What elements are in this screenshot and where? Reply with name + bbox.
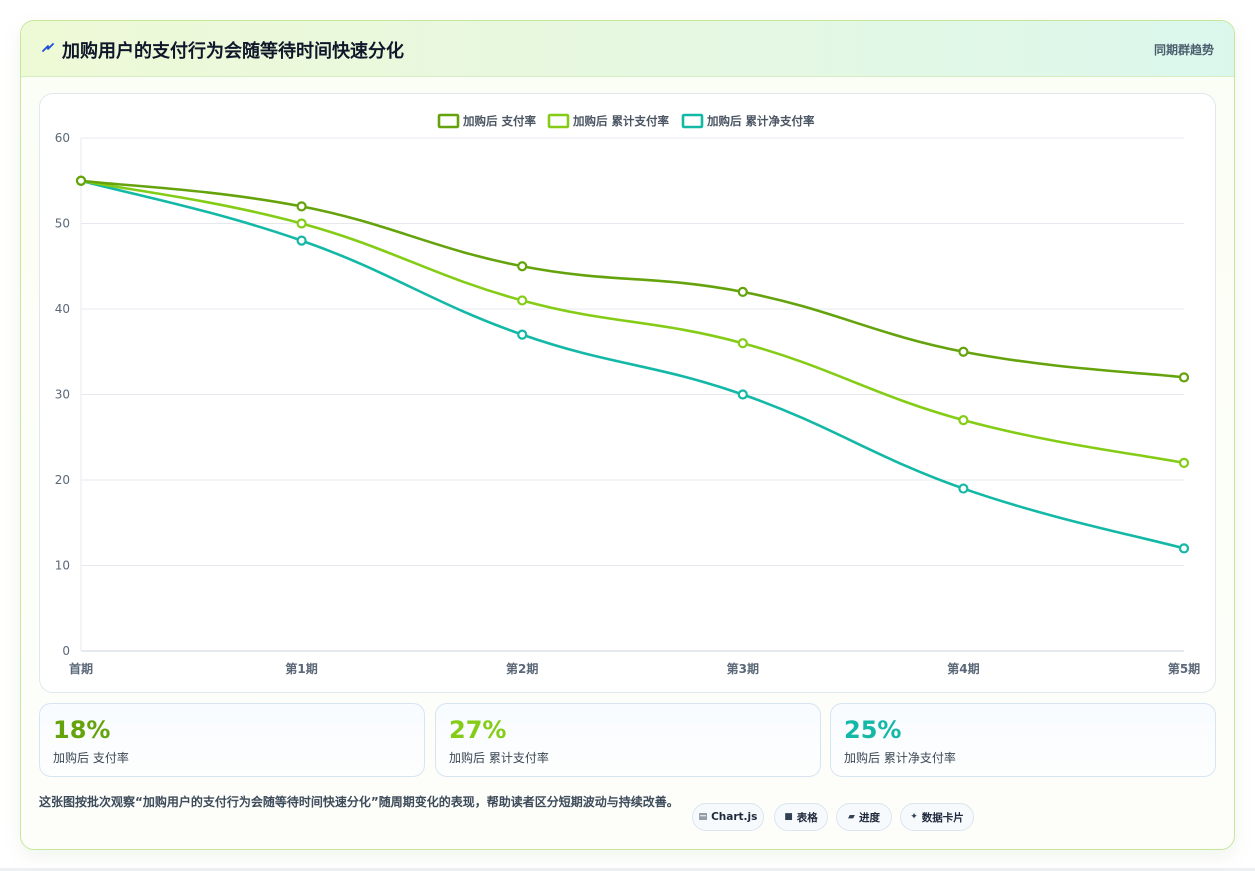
stat-value: 25%: [844, 716, 902, 744]
data-point: [517, 329, 528, 340]
tag-label: Chart.js: [711, 811, 758, 823]
data-point: [958, 483, 969, 494]
y-tick-label: 10: [55, 559, 70, 573]
data-point: [958, 415, 969, 426]
page-bottom-rule: [0, 868, 1255, 871]
y-tick-label: 50: [55, 217, 70, 231]
x-tick-label: 首期: [69, 661, 93, 676]
stat-label: 加购后 累计净支付率: [844, 751, 956, 765]
data-point: [296, 235, 307, 246]
x-tick-label: 第5期: [1168, 661, 1200, 676]
data-point: [517, 295, 528, 306]
legend-label: 加购后 累计支付率: [572, 114, 670, 128]
chart-panel: 0 10 20 30 40 50 60 首期 第1期 第2期 第3期 第4期 第5期 加购后 支付率 加购后…: [39, 93, 1216, 693]
chart-card: 加购用户的支付行为会随等待时间快速分化 同期群趋势 0 10 20 30 40 50 60 首…: [20, 20, 1235, 850]
tag-data-card[interactable]: ✦ 数据卡片: [900, 803, 974, 831]
series-line: [80, 179, 1185, 379]
tag-label: 数据卡片: [921, 811, 964, 824]
legend-label: 加购后 累计净支付率: [706, 114, 815, 128]
tag-label: 表格: [796, 811, 818, 824]
y-tick-label: 20: [55, 473, 70, 487]
stat-label: 加购后 支付率: [53, 751, 129, 765]
x-tick-label: 第1期: [285, 661, 317, 676]
legend-swatch: [547, 113, 570, 129]
data-point: [1178, 457, 1190, 468]
data-point: [737, 338, 748, 349]
stat-label: 加购后 累计支付率: [449, 751, 549, 765]
chart-footnote: 这张图按批次观察“加购用户的支付行为会随等待时间快速分化”随周期变化的表现，帮助…: [39, 795, 679, 809]
x-tick-label: 第4期: [947, 661, 979, 676]
series-line: [80, 179, 1185, 550]
stat-value: 18%: [53, 716, 111, 744]
data-point: [75, 175, 87, 186]
data-point: [1178, 372, 1190, 383]
data-point: [296, 218, 307, 229]
stat-card-payment-rate: 18% 加购后 支付率: [39, 703, 425, 777]
legend-swatch: [437, 113, 460, 129]
y-tick-label: 30: [55, 388, 70, 402]
stat-value: 27%: [449, 716, 507, 744]
data-point: [1178, 543, 1190, 554]
x-tick-label: 第2期: [506, 661, 538, 676]
data-point: [958, 346, 969, 357]
card-title: 加购用户的支付行为会随等待时间快速分化: [62, 41, 404, 62]
tag-label: 进度: [858, 811, 880, 824]
data-point: [737, 389, 748, 400]
data-point: [517, 261, 528, 272]
line-chart: 0 10 20 30 40 50 60 首期 第1期 第2期 第3期 第4期 第5期 加购后 支付率 加购后…: [55, 113, 1200, 676]
y-tick-label: 60: [55, 131, 70, 145]
table-icon: ■: [784, 812, 793, 822]
legend-swatch: [681, 113, 704, 129]
y-tick-label: 0: [62, 644, 70, 658]
data-point: [737, 286, 748, 297]
data-point: [296, 201, 307, 212]
tag-chartjs[interactable]: ▤ Chart.js: [692, 803, 764, 831]
stat-card-cumulative-net-payment-rate: 25% 加购后 累计净支付率: [830, 703, 1216, 777]
chart-icon: ▤: [698, 812, 708, 822]
y-tick-label: 40: [55, 302, 70, 316]
x-tick-label: 第3期: [727, 661, 759, 676]
series-line: [80, 179, 1185, 465]
stat-card-cumulative-payment-rate: 27% 加购后 累计支付率: [435, 703, 821, 777]
progress-icon: ▰: [848, 812, 855, 822]
tag-progress[interactable]: ▰ 进度: [836, 803, 892, 831]
card-header: 加购用户的支付行为会随等待时间快速分化 同期群趋势: [21, 21, 1234, 77]
tag-table[interactable]: ■ 表格: [774, 803, 828, 831]
legend-label: 加购后 支付率: [462, 114, 537, 128]
cohort-trend-link[interactable]: 同期群趋势: [1153, 43, 1214, 57]
lightning-icon: [42, 43, 54, 52]
data-card-icon: ✦: [910, 812, 918, 822]
